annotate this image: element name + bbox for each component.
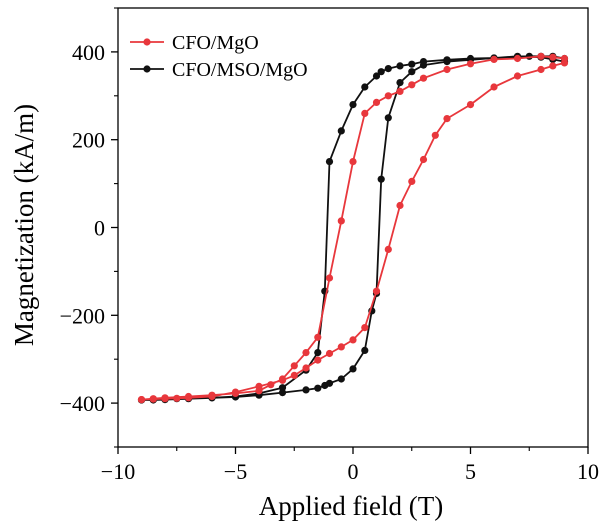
data-point-cfo-mgo xyxy=(302,349,310,357)
data-point-cfo-mgo xyxy=(314,333,322,341)
data-point-cfo-mso-mgo xyxy=(325,158,334,166)
series-cfo-mso-mgo xyxy=(137,52,569,404)
data-point-cfo-mgo xyxy=(513,72,522,80)
y-tick-label: −200 xyxy=(60,303,105,328)
data-point-cfo-mgo xyxy=(361,324,369,332)
data-point-cfo-mgo xyxy=(290,362,298,370)
data-point-cfo-mgo xyxy=(431,131,439,139)
data-point-cfo-mso-mgo xyxy=(302,386,310,394)
data-point-cfo-mgo xyxy=(149,395,157,403)
data-point-cfo-mso-mgo xyxy=(443,56,451,64)
data-point-cfo-mgo xyxy=(490,55,498,64)
data-point-cfo-mgo xyxy=(408,81,416,89)
data-point-cfo-mso-mgo xyxy=(349,101,357,109)
x-tick-label: −10 xyxy=(101,459,135,484)
data-point-cfo-mso-mgo xyxy=(396,79,404,87)
y-axis-label: Magnetization (kA/m) xyxy=(9,104,39,346)
data-point-cfo-mgo xyxy=(466,101,475,109)
data-point-cfo-mso-mgo xyxy=(314,349,322,357)
data-point-cfo-mgo xyxy=(372,287,381,295)
data-point-cfo-mso-mgo xyxy=(396,62,404,70)
data-point-cfo-mgo xyxy=(314,356,322,364)
data-point-cfo-mgo xyxy=(208,391,216,399)
data-point-cfo-mgo xyxy=(255,387,263,395)
data-point-cfo-mso-mgo xyxy=(361,83,369,91)
y-tick-label: −400 xyxy=(60,391,105,416)
data-point-cfo-mgo xyxy=(490,83,498,91)
data-point-cfo-mso-mgo xyxy=(408,60,416,68)
series-cfo-mgo xyxy=(137,52,569,404)
data-point-cfo-mgo xyxy=(537,65,545,74)
data-point-cfo-mgo xyxy=(325,274,334,282)
data-point-cfo-mso-mgo xyxy=(349,365,357,373)
data-point-cfo-mgo xyxy=(267,381,275,389)
x-tick-label: 5 xyxy=(465,459,476,484)
data-point-cfo-mso-mgo xyxy=(337,127,345,135)
data-point-cfo-mgo xyxy=(396,201,404,210)
data-point-cfo-mso-mgo xyxy=(408,68,416,76)
data-point-cfo-mgo xyxy=(184,392,193,401)
data-point-cfo-mso-mgo xyxy=(384,65,392,73)
data-point-cfo-mgo xyxy=(384,92,392,100)
data-point-cfo-mgo xyxy=(161,394,169,402)
legend-label: CFO/MSO/MgO xyxy=(172,59,308,81)
data-point-cfo-mso-mgo xyxy=(466,54,475,63)
legend-marker xyxy=(143,38,151,46)
data-point-cfo-mso-mgo xyxy=(372,72,381,80)
data-point-cfo-mgo xyxy=(466,60,475,68)
data-point-cfo-mgo xyxy=(349,336,357,344)
data-point-cfo-mgo xyxy=(372,98,381,106)
y-tick-label: 200 xyxy=(72,128,105,153)
data-point-cfo-mgo xyxy=(560,54,569,63)
x-tick-label: 0 xyxy=(348,459,359,484)
data-point-cfo-mgo xyxy=(549,62,557,70)
data-point-cfo-mgo xyxy=(337,217,345,225)
x-tick-label: 10 xyxy=(577,459,599,484)
legend-label: CFO/MgO xyxy=(172,32,259,54)
data-point-cfo-mgo xyxy=(384,245,392,253)
data-point-cfo-mgo xyxy=(513,54,522,63)
data-point-cfo-mgo xyxy=(231,389,240,397)
data-point-cfo-mgo xyxy=(419,155,428,164)
data-point-cfo-mgo xyxy=(419,74,428,82)
data-point-cfo-mso-mgo xyxy=(377,68,385,76)
data-point-cfo-mso-mgo xyxy=(361,346,369,354)
data-point-cfo-mgo xyxy=(137,396,146,404)
y-tick-label: 400 xyxy=(72,40,105,65)
data-point-cfo-mgo xyxy=(302,364,310,372)
data-point-cfo-mso-mgo xyxy=(325,379,334,387)
legend-entry-cfo-mso-mgo: CFO/MSO/MgO xyxy=(130,59,308,81)
legend-entry-cfo-mgo: CFO/MgO xyxy=(130,32,259,54)
data-point-cfo-mgo xyxy=(361,109,369,117)
data-point-cfo-mso-mgo xyxy=(419,58,428,66)
data-point-cfo-mgo xyxy=(278,375,287,383)
data-point-cfo-mgo xyxy=(549,53,557,61)
data-point-cfo-mso-mgo xyxy=(278,384,287,392)
x-axis-label: Applied field (T) xyxy=(259,491,443,521)
legend-marker xyxy=(143,65,151,73)
data-point-cfo-mgo xyxy=(443,115,451,123)
plot-layer xyxy=(137,52,569,404)
legend: CFO/MgO CFO/MSO/MgO xyxy=(130,32,308,81)
axes-layer: −10 −5 0 5 10 −400 −200 0 200 400 xyxy=(60,7,599,484)
y-tick-label: 0 xyxy=(94,216,105,241)
data-point-cfo-mgo xyxy=(443,65,451,74)
data-point-cfo-mgo xyxy=(290,371,298,379)
data-point-cfo-mso-mgo xyxy=(314,384,322,392)
data-point-cfo-mgo xyxy=(349,158,357,166)
data-point-cfo-mso-mgo xyxy=(377,175,385,183)
data-point-cfo-mgo xyxy=(337,343,345,351)
data-point-cfo-mso-mgo xyxy=(337,375,345,383)
data-point-cfo-mgo xyxy=(325,349,334,358)
x-tick-label: −5 xyxy=(224,459,247,484)
data-point-cfo-mgo xyxy=(537,52,545,60)
data-point-cfo-mgo xyxy=(173,394,181,402)
data-point-cfo-mgo xyxy=(396,87,404,95)
data-point-cfo-mgo xyxy=(408,177,416,185)
data-point-cfo-mso-mgo xyxy=(384,114,392,122)
